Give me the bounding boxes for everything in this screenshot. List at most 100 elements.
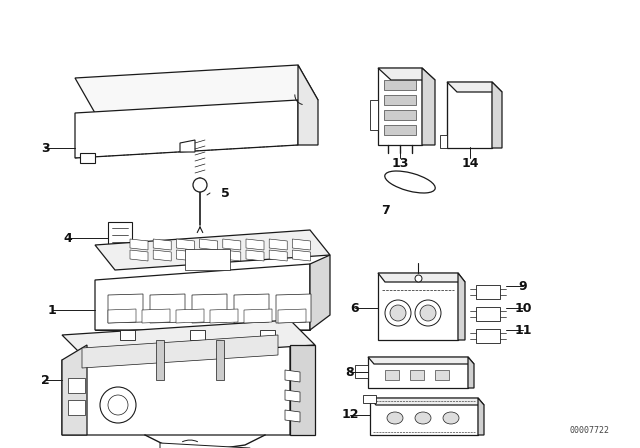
Polygon shape: [108, 222, 132, 252]
Polygon shape: [370, 398, 484, 405]
Polygon shape: [95, 264, 310, 330]
Polygon shape: [190, 330, 205, 340]
Polygon shape: [422, 68, 435, 145]
Polygon shape: [200, 239, 218, 250]
Text: 00007722: 00007722: [570, 426, 610, 435]
Ellipse shape: [443, 412, 459, 424]
Polygon shape: [62, 320, 315, 360]
Polygon shape: [476, 285, 500, 299]
Polygon shape: [447, 82, 502, 92]
Text: 8: 8: [346, 366, 355, 379]
Circle shape: [108, 395, 128, 415]
Polygon shape: [492, 82, 502, 148]
Polygon shape: [200, 250, 218, 261]
Polygon shape: [285, 410, 300, 422]
Text: 9: 9: [518, 280, 527, 293]
Bar: [410, 370, 424, 380]
Polygon shape: [180, 140, 195, 152]
Ellipse shape: [415, 412, 431, 424]
Ellipse shape: [387, 412, 403, 424]
Ellipse shape: [385, 171, 435, 193]
Polygon shape: [384, 80, 416, 90]
Polygon shape: [80, 153, 95, 163]
Text: 1: 1: [47, 303, 56, 316]
Text: 7: 7: [381, 203, 389, 216]
Polygon shape: [269, 250, 287, 261]
Polygon shape: [82, 335, 278, 368]
Polygon shape: [223, 250, 241, 261]
Polygon shape: [246, 250, 264, 261]
Text: 11: 11: [515, 323, 532, 336]
Polygon shape: [260, 330, 275, 340]
Polygon shape: [68, 378, 85, 393]
Circle shape: [390, 305, 406, 321]
Polygon shape: [278, 309, 306, 323]
Polygon shape: [378, 68, 422, 145]
Circle shape: [100, 387, 136, 423]
Polygon shape: [292, 239, 310, 250]
Polygon shape: [142, 309, 170, 323]
Polygon shape: [368, 357, 468, 388]
Polygon shape: [185, 249, 230, 270]
Text: 14: 14: [461, 156, 479, 169]
Polygon shape: [234, 294, 269, 323]
Polygon shape: [160, 443, 250, 448]
Text: 5: 5: [221, 186, 229, 199]
Polygon shape: [62, 345, 290, 435]
Text: 3: 3: [41, 142, 49, 155]
Polygon shape: [476, 307, 500, 321]
Polygon shape: [468, 357, 474, 388]
Polygon shape: [384, 95, 416, 105]
Polygon shape: [192, 294, 227, 323]
Text: 13: 13: [391, 156, 409, 169]
Text: 10: 10: [515, 302, 532, 314]
Circle shape: [385, 300, 411, 326]
Polygon shape: [378, 273, 465, 282]
Polygon shape: [216, 340, 224, 380]
Polygon shape: [75, 65, 318, 113]
Polygon shape: [384, 110, 416, 120]
Polygon shape: [285, 390, 300, 402]
Polygon shape: [153, 239, 172, 250]
Polygon shape: [370, 100, 378, 130]
Polygon shape: [156, 340, 164, 380]
Text: 4: 4: [63, 232, 72, 245]
Polygon shape: [370, 398, 478, 435]
Polygon shape: [368, 357, 474, 364]
Circle shape: [415, 300, 441, 326]
Polygon shape: [108, 294, 143, 323]
Polygon shape: [355, 365, 368, 378]
Polygon shape: [310, 255, 330, 330]
Circle shape: [193, 178, 207, 192]
Polygon shape: [458, 273, 465, 340]
Polygon shape: [177, 250, 195, 261]
Polygon shape: [223, 239, 241, 250]
Polygon shape: [120, 330, 135, 340]
Polygon shape: [378, 273, 458, 340]
Polygon shape: [269, 239, 287, 250]
Polygon shape: [298, 65, 318, 145]
Polygon shape: [62, 345, 87, 435]
Text: 6: 6: [351, 302, 359, 314]
Text: 2: 2: [40, 374, 49, 387]
Circle shape: [420, 305, 436, 321]
Polygon shape: [440, 135, 447, 148]
Text: 12: 12: [341, 409, 359, 422]
Polygon shape: [108, 309, 136, 323]
Polygon shape: [384, 125, 416, 135]
Polygon shape: [478, 398, 484, 435]
Polygon shape: [292, 250, 310, 261]
Polygon shape: [363, 395, 376, 403]
Polygon shape: [176, 309, 204, 323]
Polygon shape: [246, 239, 264, 250]
Bar: [385, 370, 399, 380]
Polygon shape: [244, 309, 272, 323]
Polygon shape: [130, 239, 148, 250]
Polygon shape: [150, 294, 185, 323]
Polygon shape: [130, 250, 148, 261]
Polygon shape: [210, 309, 238, 323]
Polygon shape: [285, 370, 300, 382]
Polygon shape: [177, 239, 195, 250]
Polygon shape: [75, 100, 298, 158]
Polygon shape: [378, 68, 435, 80]
